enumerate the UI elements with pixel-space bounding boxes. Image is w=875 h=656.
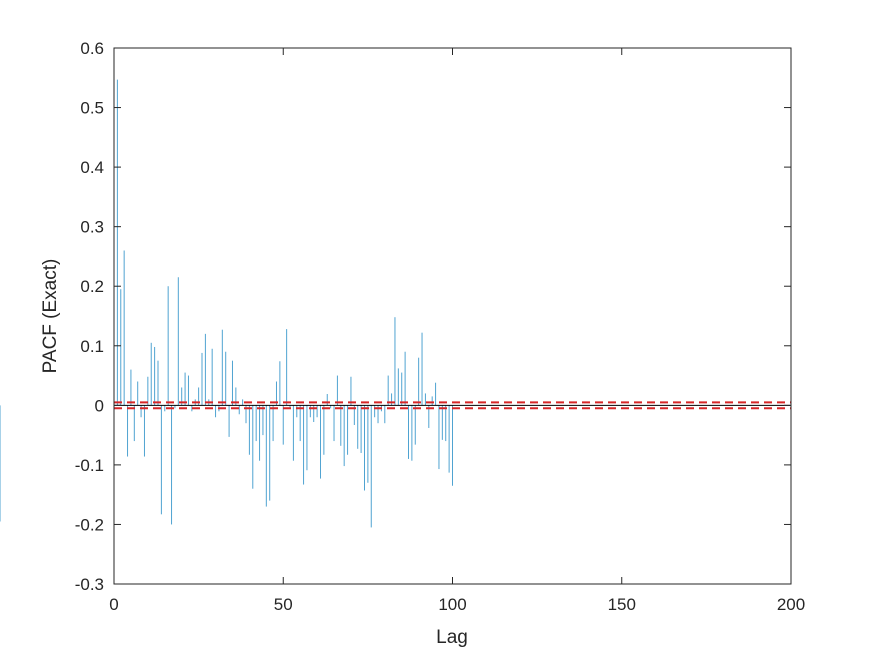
y-tick-label: 0.2 <box>80 277 104 296</box>
y-tick-label: -0.1 <box>75 456 104 475</box>
y-tick-label: 0.5 <box>80 99 104 118</box>
x-axis-label: Lag <box>436 627 468 648</box>
y-tick-label: 0 <box>95 396 104 415</box>
x-tick-label: 0 <box>109 595 118 614</box>
plot-area <box>114 48 791 584</box>
pacf-stems <box>0 79 453 528</box>
y-tick-label: -0.3 <box>75 575 104 594</box>
x-tick-label: 150 <box>608 595 636 614</box>
reference-lines <box>114 401 791 410</box>
x-tick-label: 200 <box>777 595 805 614</box>
y-tick-label: 0.6 <box>80 39 104 58</box>
y-tick-label: 0.4 <box>80 158 104 177</box>
y-tick-label: -0.2 <box>75 515 104 534</box>
y-tick-label: 0.3 <box>80 218 104 237</box>
y-tick-label: 0.1 <box>80 337 104 356</box>
x-tick-label: 50 <box>274 595 293 614</box>
y-axis: -0.3 -0.2 -0.1 0 0.1 0.2 0.3 0.4 0.5 0.6 <box>75 39 791 594</box>
x-tick-label: 100 <box>438 595 466 614</box>
y-axis-label: PACF (Exact) <box>40 259 61 374</box>
x-axis: 0 50 100 150 200 <box>109 48 805 614</box>
